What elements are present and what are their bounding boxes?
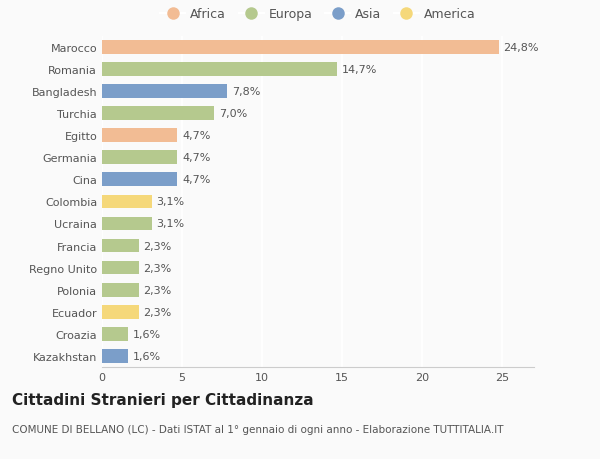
- Text: COMUNE DI BELLANO (LC) - Dati ISTAT al 1° gennaio di ogni anno - Elaborazione TU: COMUNE DI BELLANO (LC) - Dati ISTAT al 1…: [12, 425, 503, 435]
- Bar: [102, 195, 152, 209]
- Bar: [102, 41, 499, 55]
- Bar: [102, 305, 139, 319]
- Text: 24,8%: 24,8%: [503, 43, 539, 53]
- Text: 4,7%: 4,7%: [182, 175, 211, 185]
- Text: 7,0%: 7,0%: [219, 109, 247, 119]
- Text: 7,8%: 7,8%: [232, 87, 260, 97]
- Text: 2,3%: 2,3%: [143, 307, 172, 317]
- Bar: [102, 327, 128, 341]
- Bar: [102, 129, 177, 143]
- Text: 2,3%: 2,3%: [143, 263, 172, 273]
- Bar: [102, 151, 177, 165]
- Bar: [102, 85, 227, 99]
- Bar: [102, 349, 128, 363]
- Bar: [102, 217, 152, 231]
- Text: 1,6%: 1,6%: [133, 351, 161, 361]
- Bar: [102, 173, 177, 187]
- Bar: [102, 261, 139, 275]
- Text: 1,6%: 1,6%: [133, 329, 161, 339]
- Bar: [102, 63, 337, 77]
- Text: Cittadini Stranieri per Cittadinanza: Cittadini Stranieri per Cittadinanza: [12, 392, 314, 408]
- Text: 4,7%: 4,7%: [182, 153, 211, 163]
- Text: 4,7%: 4,7%: [182, 131, 211, 141]
- Text: 2,3%: 2,3%: [143, 285, 172, 295]
- Text: 2,3%: 2,3%: [143, 241, 172, 251]
- Bar: [102, 107, 214, 121]
- Bar: [102, 283, 139, 297]
- Text: 3,1%: 3,1%: [157, 197, 185, 207]
- Legend: Africa, Europa, Asia, America: Africa, Europa, Asia, America: [158, 6, 478, 24]
- Text: 3,1%: 3,1%: [157, 219, 185, 229]
- Bar: [102, 239, 139, 253]
- Text: 14,7%: 14,7%: [342, 65, 377, 75]
